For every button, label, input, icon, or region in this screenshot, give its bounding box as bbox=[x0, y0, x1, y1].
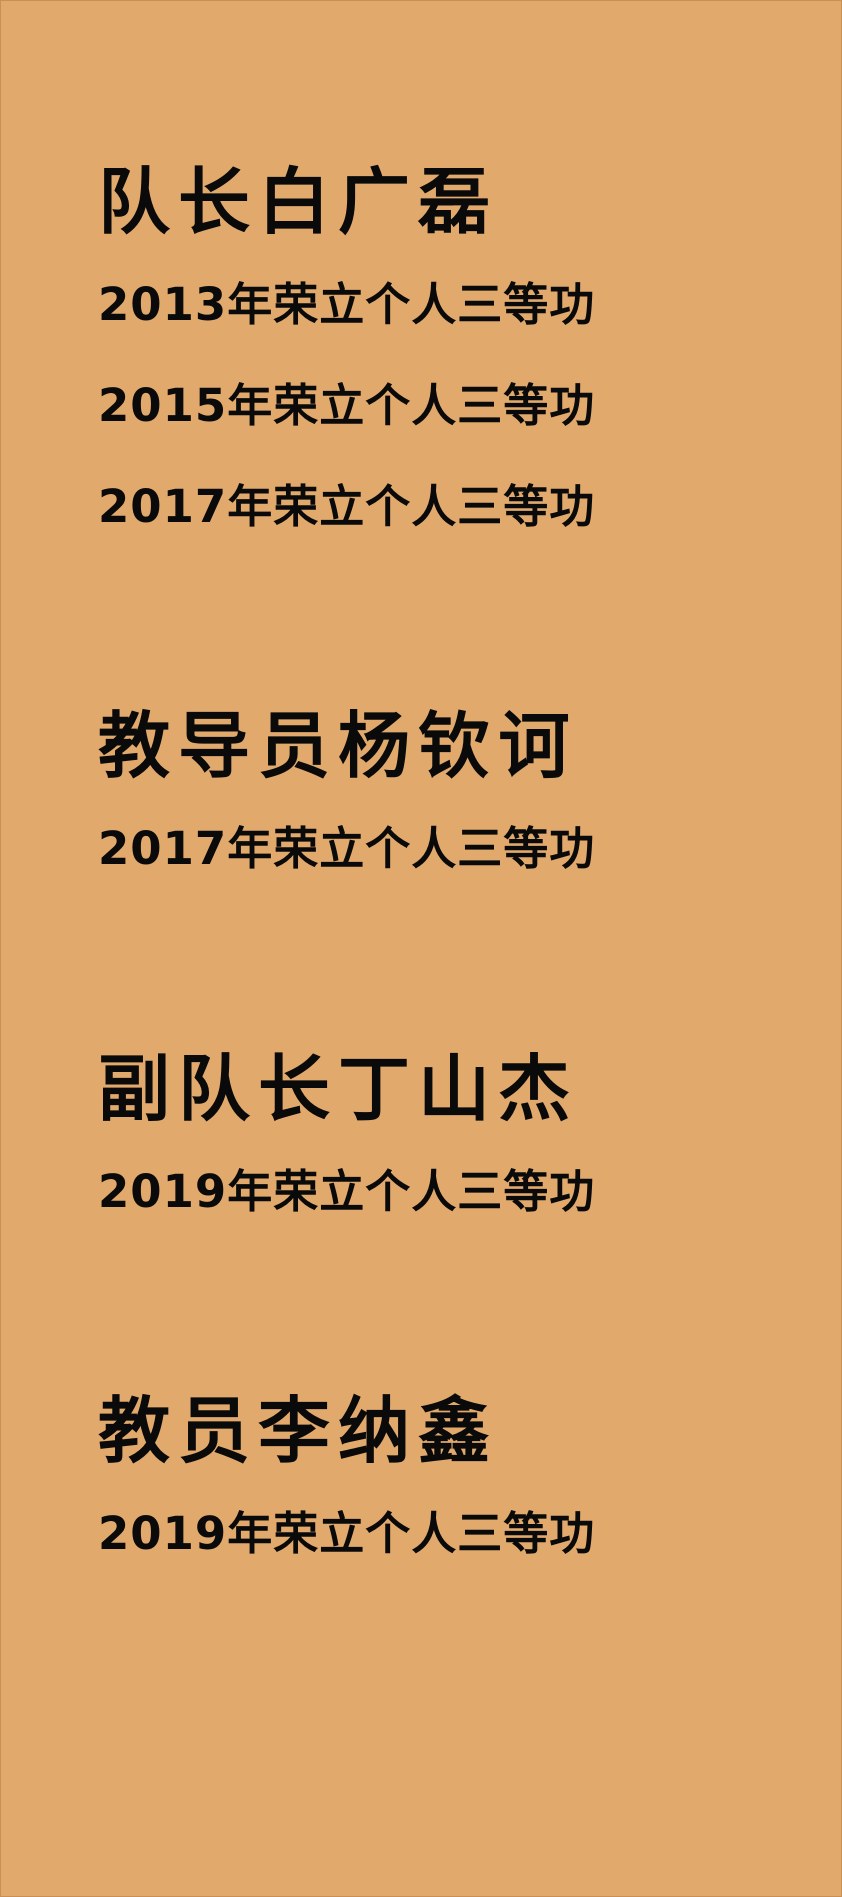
award-line: 2019年荣立个人三等功 bbox=[98, 1507, 596, 1560]
person-name: 教员李纳鑫 bbox=[98, 1388, 499, 1473]
award-line: 2017年荣立个人三等功 bbox=[98, 822, 596, 875]
person-name: 队长白广磊 bbox=[98, 159, 499, 244]
honor-section-captain: 队长白广磊 2013年荣立个人三等功 2015年荣立个人三等功 2017年荣立个… bbox=[98, 166, 595, 585]
award-line: 2017年荣立个人三等功 bbox=[98, 480, 596, 533]
award-line: 2013年荣立个人三等功 bbox=[98, 278, 596, 331]
award-line: 2015年荣立个人三等功 bbox=[98, 379, 596, 432]
honor-section-instructor: 教导员杨钦诃 2017年荣立个人三等功 bbox=[98, 710, 595, 927]
honor-section-teacher: 教员李纳鑫 2019年荣立个人三等功 bbox=[98, 1395, 595, 1612]
honor-section-deputy-captain: 副队长丁山杰 2019年荣立个人三等功 bbox=[98, 1053, 595, 1270]
award-line: 2019年荣立个人三等功 bbox=[98, 1165, 596, 1218]
person-name: 教导员杨钦诃 bbox=[98, 703, 579, 788]
person-name: 副队长丁山杰 bbox=[98, 1046, 579, 1131]
